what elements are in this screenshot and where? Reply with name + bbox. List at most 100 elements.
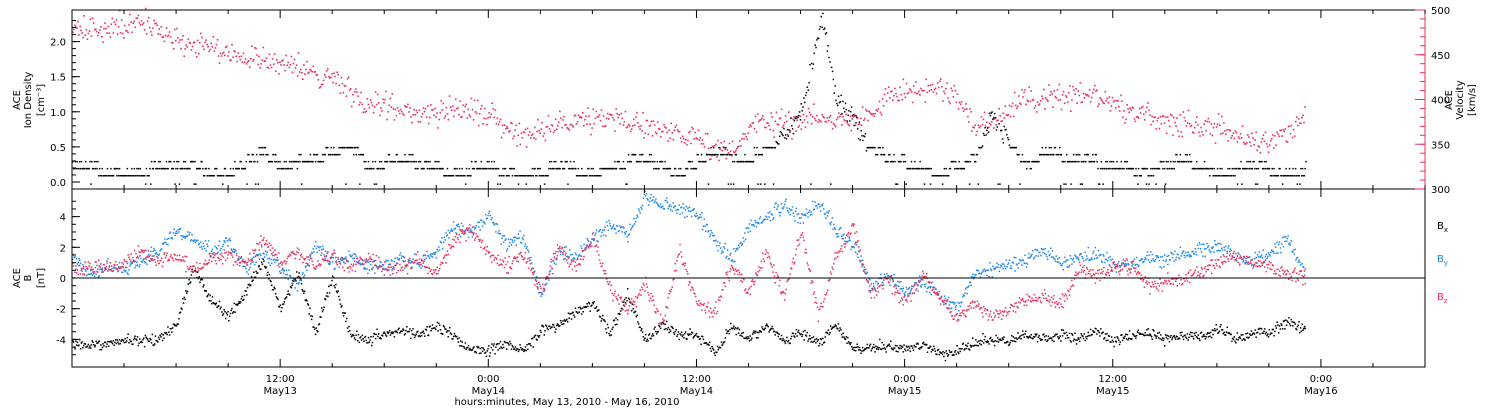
velocity-point bbox=[907, 92, 910, 94]
velocity-point bbox=[1018, 95, 1020, 97]
bx-point bbox=[513, 348, 515, 350]
density-point bbox=[399, 160, 402, 163]
velocity-point bbox=[1293, 135, 1296, 137]
bx-point bbox=[401, 330, 403, 332]
bx-point bbox=[976, 341, 979, 343]
density-point bbox=[923, 183, 926, 185]
velocity-point bbox=[113, 21, 116, 23]
velocity-point bbox=[1049, 94, 1051, 97]
velocity-point bbox=[1084, 93, 1087, 95]
by-point bbox=[395, 262, 398, 264]
bx-point bbox=[1299, 331, 1301, 334]
density-point bbox=[180, 167, 182, 170]
velocity-point bbox=[1189, 125, 1192, 128]
velocity-point bbox=[316, 74, 319, 76]
by-point bbox=[490, 218, 492, 221]
by-point bbox=[171, 237, 173, 239]
bx-point bbox=[1063, 332, 1065, 334]
bx-point bbox=[130, 340, 132, 343]
density-point bbox=[736, 160, 738, 163]
density-point bbox=[593, 175, 595, 177]
density-point bbox=[1031, 160, 1033, 163]
bx-point bbox=[136, 336, 139, 338]
velocity-point bbox=[543, 132, 546, 135]
by-point bbox=[666, 201, 669, 204]
velocity-point bbox=[1149, 114, 1151, 116]
density-point bbox=[957, 167, 959, 170]
density-point bbox=[1273, 167, 1275, 170]
by-point bbox=[331, 261, 334, 263]
density-point bbox=[559, 167, 561, 170]
by-point bbox=[277, 259, 279, 261]
by-point bbox=[679, 213, 681, 215]
density-point bbox=[447, 175, 449, 177]
bx-point bbox=[516, 348, 518, 350]
by-point bbox=[556, 258, 558, 261]
velocity-point bbox=[395, 114, 398, 117]
by-point bbox=[273, 258, 275, 260]
bx-point bbox=[927, 347, 929, 349]
bx-point bbox=[494, 353, 496, 355]
by-point bbox=[303, 276, 305, 278]
bx-point bbox=[443, 326, 446, 328]
velocity-point bbox=[187, 38, 190, 40]
bx-point bbox=[206, 295, 208, 298]
density-point bbox=[1033, 160, 1036, 163]
density-point bbox=[564, 160, 567, 163]
density-point bbox=[738, 160, 740, 163]
bx-point bbox=[998, 339, 1000, 341]
bx-point bbox=[372, 335, 374, 338]
bx-point bbox=[224, 310, 226, 313]
velocity-point bbox=[1264, 131, 1267, 134]
density-point bbox=[882, 146, 884, 149]
bx-point bbox=[677, 331, 680, 333]
bx-point bbox=[609, 330, 612, 333]
velocity-point bbox=[601, 125, 604, 128]
by-point bbox=[439, 240, 442, 243]
bx-point bbox=[501, 347, 503, 349]
density-point bbox=[981, 145, 984, 147]
bx-point bbox=[957, 351, 959, 353]
density-point bbox=[1267, 167, 1269, 170]
by-point bbox=[512, 241, 514, 243]
bx-point bbox=[479, 347, 481, 350]
bx-point bbox=[612, 326, 614, 328]
density-point bbox=[555, 160, 557, 163]
by-point bbox=[499, 232, 501, 235]
bx-point bbox=[595, 307, 597, 309]
velocity-point bbox=[109, 36, 112, 38]
density-point bbox=[854, 115, 856, 117]
density-point bbox=[1133, 175, 1136, 177]
bx-point bbox=[594, 307, 596, 309]
velocity-point bbox=[394, 108, 397, 111]
bx-point bbox=[1113, 345, 1115, 348]
bx-point bbox=[590, 305, 592, 307]
bx-point bbox=[394, 330, 396, 332]
velocity-point bbox=[554, 118, 557, 121]
bx-point bbox=[669, 328, 671, 331]
velocity-point bbox=[857, 123, 860, 126]
density-point bbox=[609, 167, 612, 170]
bx-point bbox=[370, 336, 372, 338]
velocity-point bbox=[804, 126, 807, 128]
bx-point bbox=[1110, 341, 1112, 343]
bx-point bbox=[80, 342, 83, 344]
velocity-point bbox=[834, 125, 837, 128]
density-point bbox=[124, 175, 127, 177]
density-point bbox=[1269, 175, 1272, 177]
velocity-point bbox=[921, 89, 923, 92]
bx-point bbox=[357, 333, 360, 336]
by-point bbox=[526, 245, 528, 248]
density-point bbox=[760, 153, 763, 156]
density-point bbox=[1284, 175, 1286, 177]
by-point bbox=[684, 209, 687, 211]
density-point bbox=[1124, 160, 1126, 163]
density-point bbox=[181, 167, 183, 170]
density-point bbox=[390, 160, 392, 163]
density-point bbox=[887, 160, 889, 163]
bx-point bbox=[954, 351, 956, 353]
density-point bbox=[113, 167, 116, 170]
velocity-point bbox=[1118, 105, 1120, 108]
density-point bbox=[524, 175, 527, 177]
velocity-point bbox=[340, 76, 343, 79]
